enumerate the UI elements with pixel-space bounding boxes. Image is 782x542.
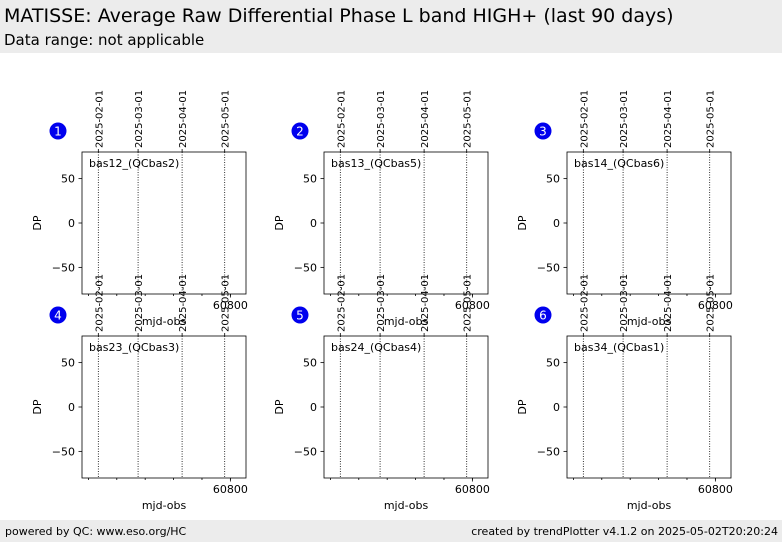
panel-label: bas14_(QCbas6) (574, 157, 664, 170)
x-axis-label: mjd-obs (627, 499, 672, 512)
y-axis-label: DP (31, 399, 44, 414)
y-axis-label: DP (273, 215, 286, 230)
date-label: 2025-04-01 (420, 90, 431, 148)
panel-label: bas13_(QCbas5) (331, 157, 421, 170)
y-tick-label: 0 (68, 217, 75, 230)
date-label: 2025-02-01 (579, 274, 590, 332)
panel-label: bas12_(QCbas2) (89, 157, 179, 170)
date-label: 2025-04-01 (178, 90, 189, 148)
y-axis-label: DP (273, 399, 286, 414)
panel-label: bas34_(QCbas1) (574, 341, 664, 354)
panel-label: bas24_(QCbas4) (331, 341, 421, 354)
date-label: 2025-02-01 (336, 274, 347, 332)
y-tick-label: 50 (546, 173, 560, 186)
date-label: 2025-02-01 (579, 90, 590, 148)
chart-panel-5: 2025-02-01 2025-03-01 2025-04-01 2025-05-01… (273, 274, 490, 512)
x-tick-label: 60800 (698, 483, 733, 496)
footer-created: created by trendPlotter v4.1.2 on 2025-0… (471, 525, 778, 538)
report-footer: powered by QC: www.eso.org/HC created by… (0, 520, 782, 542)
panel-number-badge (49, 122, 67, 140)
date-label: 2025-05-01 (221, 274, 232, 332)
panel-number-badge (49, 306, 67, 324)
date-label: 2025-04-01 (663, 274, 674, 332)
y-axis-label: DP (516, 215, 529, 230)
date-label: 2025-04-01 (178, 274, 189, 332)
y-tick-label: −50 (294, 445, 317, 458)
panel-number-badge (291, 306, 309, 324)
y-tick-label: 0 (310, 217, 317, 230)
x-axis-label: mjd-obs (142, 315, 187, 328)
date-label: 2025-05-01 (706, 90, 717, 148)
chart-panel-1: 2025-02-01 2025-03-01 2025-04-01 2025-05-01… (31, 90, 248, 328)
page-title: MATISSE: Average Raw Differential Phase … (4, 5, 674, 27)
charts-svg: 2025-02-01 2025-03-01 2025-04-01 2025-05-01… (31, 90, 733, 512)
x-tick-label: 60800 (698, 299, 733, 312)
date-label: 2025-05-01 (221, 90, 232, 148)
panel-number: 1 (54, 125, 62, 139)
x-tick-label: 60800 (455, 299, 490, 312)
date-label: 2025-02-01 (336, 90, 347, 148)
y-tick-label: 0 (68, 401, 75, 414)
date-label: 2025-05-01 (706, 274, 717, 332)
chart-grid: 2025-02-01 2025-03-01 2025-04-01 2025-05-01… (0, 53, 782, 520)
plot-frame (81, 335, 247, 479)
panel-label: bas23_(QCbas3) (89, 341, 179, 354)
y-tick-label: −50 (537, 445, 560, 458)
y-tick-label: 50 (61, 173, 75, 186)
plot-frame (566, 151, 732, 295)
chart-panel-4: 2025-02-01 2025-03-01 2025-04-01 2025-05-01… (31, 274, 248, 512)
date-label: 2025-03-01 (619, 274, 630, 332)
x-axis-label: mjd-obs (384, 315, 429, 328)
panel-number-badge (534, 306, 552, 324)
y-tick-label: 50 (546, 357, 560, 370)
y-tick-label: −50 (52, 261, 75, 274)
panel-number: 3 (539, 125, 547, 139)
panel-number: 2 (296, 125, 304, 139)
x-tick-label: 60800 (213, 483, 248, 496)
y-axis-label: DP (516, 399, 529, 414)
y-tick-label: −50 (537, 261, 560, 274)
date-label: 2025-04-01 (420, 274, 431, 332)
y-tick-label: 0 (553, 401, 560, 414)
chart-panel-2: 2025-02-01 2025-03-01 2025-04-01 2025-05-01… (273, 90, 490, 328)
footer-credit: powered by QC: www.eso.org/HC (5, 525, 187, 538)
x-tick-label: 60800 (455, 483, 490, 496)
plot-frame (81, 151, 247, 295)
panel-number-badge (534, 122, 552, 140)
y-tick-label: 50 (303, 173, 317, 186)
date-label: 2025-02-01 (94, 90, 105, 148)
plot-frame (323, 335, 489, 479)
x-axis-label: mjd-obs (627, 315, 672, 328)
date-label: 2025-03-01 (134, 274, 145, 332)
y-tick-label: 50 (61, 357, 75, 370)
panel-number-badge (291, 122, 309, 140)
plot-frame (566, 335, 732, 479)
y-tick-label: 50 (303, 357, 317, 370)
y-tick-label: 0 (553, 217, 560, 230)
y-tick-label: −50 (52, 445, 75, 458)
panel-number: 6 (539, 309, 547, 323)
date-label: 2025-03-01 (619, 90, 630, 148)
y-axis-label: DP (31, 215, 44, 230)
date-label: 2025-03-01 (376, 90, 387, 148)
x-tick-label: 60800 (213, 299, 248, 312)
x-axis-label: mjd-obs (142, 499, 187, 512)
date-label: 2025-02-01 (94, 274, 105, 332)
report-header: MATISSE: Average Raw Differential Phase … (0, 0, 782, 53)
panel-number: 4 (54, 309, 62, 323)
date-label: 2025-03-01 (376, 274, 387, 332)
x-axis-label: mjd-obs (384, 499, 429, 512)
panel-number: 5 (296, 309, 304, 323)
date-label: 2025-05-01 (463, 274, 474, 332)
date-label: 2025-05-01 (463, 90, 474, 148)
plot-frame (323, 151, 489, 295)
page-subtitle: Data range: not applicable (4, 31, 205, 49)
chart-panel-3: 2025-02-01 2025-03-01 2025-04-01 2025-05-01… (516, 90, 733, 328)
y-tick-label: 0 (310, 401, 317, 414)
chart-panel-6: 2025-02-01 2025-03-01 2025-04-01 2025-05-01… (516, 274, 733, 512)
date-label: 2025-03-01 (134, 90, 145, 148)
date-label: 2025-04-01 (663, 90, 674, 148)
y-tick-label: −50 (294, 261, 317, 274)
